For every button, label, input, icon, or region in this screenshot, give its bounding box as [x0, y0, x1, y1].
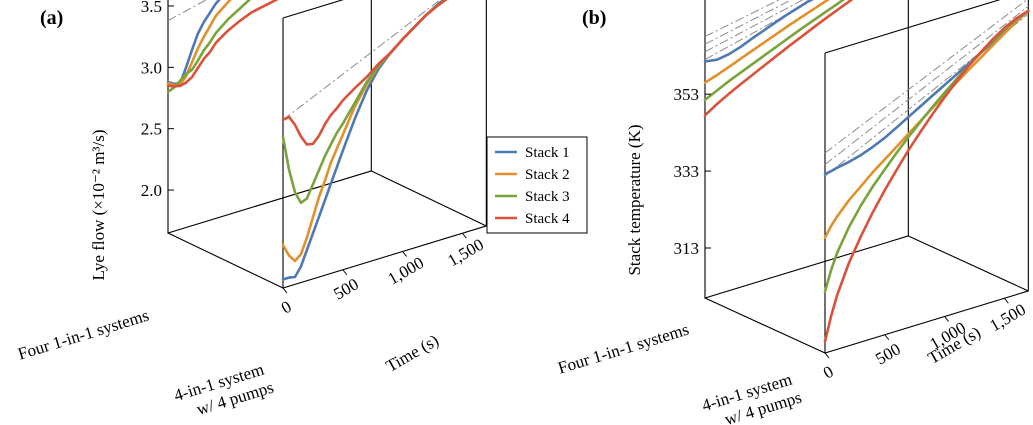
x-tick-mark	[944, 316, 949, 322]
panel-label: (a)	[40, 7, 63, 29]
plane-w4pumps-frame	[824, 0, 1029, 354]
x-tick-label: 0	[278, 297, 295, 318]
floor-edge-right	[908, 235, 1029, 292]
x-tick-mark	[1004, 297, 1009, 304]
y-tick-label: 313	[674, 239, 700, 258]
x-tick-mark	[342, 269, 348, 276]
x-tick-label: 1,500	[444, 235, 487, 271]
x-tick-label: 500	[330, 274, 362, 303]
legend: Stack 1 Stack 2 Stack 3 Stack 4	[486, 136, 588, 234]
reference-line-front-0	[824, 5, 1029, 165]
floor-edge-left	[167, 232, 284, 289]
y-tick-label: 2.5	[141, 120, 162, 139]
x-tick-mark	[282, 287, 288, 294]
reference-line-back-0	[704, 0, 804, 53]
legend-label-stack-3: Stack 3	[525, 189, 570, 205]
x-tick-mark	[462, 232, 467, 239]
series-line-stack-4-w4pumps	[823, 9, 1030, 343]
plane-four-systems-frame	[704, 0, 909, 299]
x-tick-label: 1,500	[986, 300, 1029, 336]
series-line-stack-4-four-systems	[703, 0, 854, 117]
series-line-stack-2-w4pumps	[281, 0, 448, 263]
reference-line-front	[282, 0, 441, 121]
series-line-stack-4-four-systems	[166, 0, 279, 88]
panel-label: (b)	[582, 7, 606, 29]
y-tick-label: 2.0	[141, 181, 162, 200]
x-tick-label: 0	[820, 362, 837, 383]
y-axis-label: Lye flow (×10⁻² m³/s)	[89, 129, 108, 280]
series-line-stack-1-four-systems	[166, 0, 221, 86]
legend-label-stack-4: Stack 4	[525, 211, 570, 227]
floor-edge-left	[704, 297, 826, 354]
series-line-stack-2-four-systems	[166, 0, 232, 87]
series-line-stack-4-w4pumps	[281, 0, 448, 146]
x-axis-label: Time (s)	[383, 331, 442, 376]
reference-line-back-2	[704, 0, 780, 37]
x-tick-mark	[402, 251, 407, 257]
floor-edge-right	[371, 170, 487, 227]
depth-tick-label: Four 1-in-1 systems	[556, 320, 692, 378]
series-line-stack-3-four-systems	[703, 0, 846, 102]
reference-line-back	[704, 0, 815, 60]
reference-line-back	[167, 0, 207, 22]
y-axis-label: Stack temperature (K)	[625, 124, 644, 275]
y-tick-label: 353	[674, 85, 700, 104]
x-tick-mark	[884, 334, 890, 341]
depth-tick-label: 4-in-1 systemw/ 4 pumps	[172, 358, 276, 424]
panel-a-chart: 2.0 2.5 3.0 3.5 0 500 1,000 1,500 Time (s) Four 1…	[16, 0, 487, 424]
reference-line-back-1	[704, 0, 793, 45]
series-line-stack-1-four-systems	[703, 0, 813, 63]
depth-tick-label: 4-in-1 systemw/ 4 pumps	[700, 368, 804, 425]
y-tick-label: 3.5	[141, 0, 162, 16]
x-tick-mark	[824, 352, 830, 359]
depth-tick-label: Four 1-in-1 systems	[16, 306, 152, 364]
series-line-stack-1-w4pumps	[281, 0, 446, 281]
legend-label-stack-2: Stack 2	[525, 167, 570, 183]
x-tick-label: 500	[872, 339, 904, 368]
y-tick-label: 3.0	[141, 58, 162, 77]
reference-line-front-1	[824, 0, 1028, 154]
series-line-stack-3-four-systems	[166, 0, 252, 94]
y-tick-label: 333	[674, 162, 700, 181]
series-line-stack-3-w4pumps	[281, 0, 448, 205]
series-line-stack-2-four-systems	[703, 0, 830, 84]
legend-label-stack-1: Stack 1	[525, 145, 570, 161]
x-tick-label: 1,000	[385, 253, 428, 289]
